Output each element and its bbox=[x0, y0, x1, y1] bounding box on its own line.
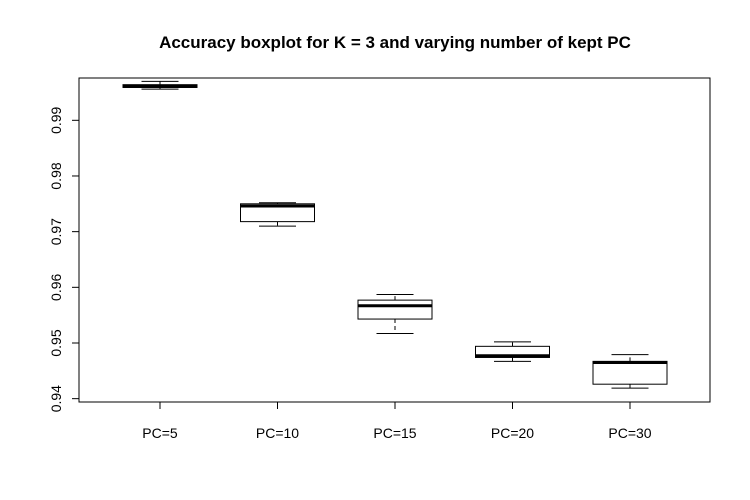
y-tick-label: 0.97 bbox=[48, 218, 64, 245]
x-tick-label: PC=20 bbox=[491, 425, 534, 441]
boxes-group bbox=[122, 80, 668, 389]
iqr-box bbox=[240, 203, 315, 223]
x-tick-label: PC=5 bbox=[142, 425, 178, 441]
y-tick-label: 0.99 bbox=[48, 106, 64, 133]
box-1 bbox=[122, 80, 198, 90]
y-axis: 0.94 0.95 0.96 0.97 0.98 0.99 bbox=[48, 106, 80, 412]
x-tick-label: PC=30 bbox=[608, 425, 651, 441]
chart-title: Accuracy boxplot for K = 3 and varying n… bbox=[159, 33, 631, 52]
y-tick-label: 0.96 bbox=[48, 273, 64, 300]
x-tick-label: PC=15 bbox=[373, 425, 416, 441]
y-tick-label: 0.94 bbox=[48, 385, 64, 412]
box-4 bbox=[475, 341, 550, 362]
box-2 bbox=[240, 202, 315, 227]
y-tick-label: 0.95 bbox=[48, 329, 64, 356]
y-tick-label: 0.98 bbox=[48, 162, 64, 189]
plot-frame bbox=[78, 77, 711, 403]
iqr-box bbox=[592, 360, 668, 385]
x-tick-label: PC=10 bbox=[256, 425, 299, 441]
box-5 bbox=[592, 354, 668, 389]
iqr-box bbox=[475, 345, 550, 358]
box-3 bbox=[357, 294, 433, 335]
x-axis: PC=5 PC=10 PC=15 PC=20 PC=30 bbox=[142, 401, 652, 441]
iqr-box bbox=[357, 299, 433, 320]
